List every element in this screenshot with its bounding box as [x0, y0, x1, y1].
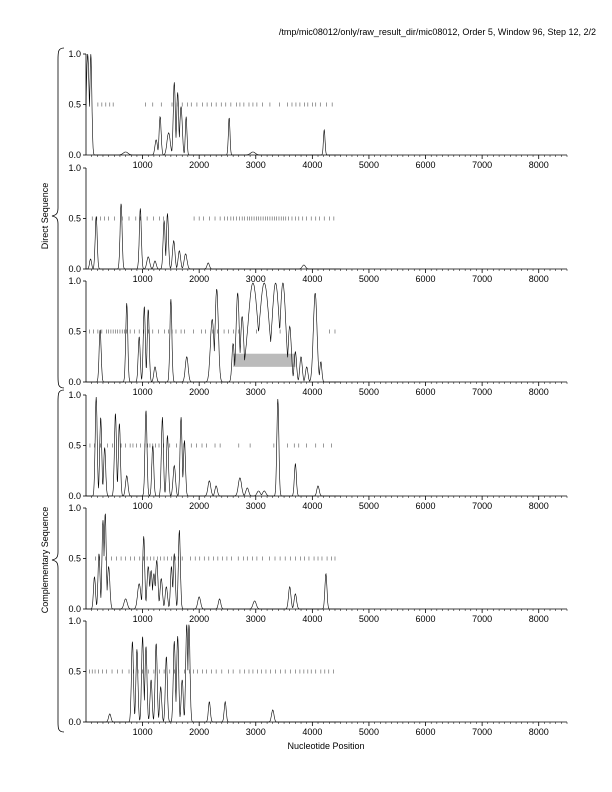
panel-direct-frame-2-y-tick-label: 1.0 — [68, 163, 81, 173]
panel-direct-frame-2-x-tick-label: 8000 — [529, 274, 549, 284]
group-label-direct-container: Direct Sequence — [40, 47, 65, 389]
panel-direct-frame-3-x-tick-label: 7000 — [472, 387, 492, 397]
brace-complementary — [51, 389, 65, 733]
panel-complementary-frame-3-x-tick-label: 2000 — [189, 727, 209, 737]
panel-direct-frame-3-x-tick-label: 8000 — [529, 387, 549, 397]
panel-direct-frame-2-x-tick-label: 2000 — [189, 274, 209, 284]
panel-complementary-frame-3: 0.0 0.5 1.0 1000 2000 3000 4000 5000 6000 7000 800… — [68, 616, 568, 737]
panel-direct-frame-3-x-tick-label: 4000 — [302, 387, 322, 397]
panel-direct-frame-3-y-tick-label: 1.0 — [68, 276, 81, 286]
panel-direct-frame-2-x-tick-label: 3000 — [246, 274, 266, 284]
panel-complementary-frame-1-y-tick-label: 0.0 — [68, 491, 81, 501]
panels: 0.0 0.5 1.0 1000 2000 3000 4000 5000 6000 7000 800… — [68, 49, 568, 737]
panel-direct-frame-1-x-tick-label: 4000 — [302, 160, 322, 170]
panel-complementary-frame-3-x-tick-label: 8000 — [529, 727, 549, 737]
panel-complementary-frame-1-x-tick-label: 3000 — [246, 501, 266, 511]
panel-direct-frame-2-x-tick-label: 6000 — [416, 274, 436, 284]
panel-direct-frame-1-x-tick-label: 7000 — [472, 160, 492, 170]
panel-direct-frame-1-x-tick-label: 8000 — [529, 160, 549, 170]
panel-complementary-frame-1-y-tick-label: 0.5 — [68, 441, 81, 451]
panel-complementary-frame-2-x-tick-label: 8000 — [529, 614, 549, 624]
panel-complementary-frame-1-x-tick-label: 6000 — [416, 501, 436, 511]
panel-direct-frame-3-x-tick-label: 1000 — [133, 387, 153, 397]
panel-direct-frame-1-x-tick-label: 2000 — [189, 160, 209, 170]
panel-complementary-frame-3-x-tick-label: 7000 — [472, 727, 492, 737]
panel-complementary-frame-3-y-tick-label: 0.0 — [68, 717, 81, 727]
panel-direct-frame-2: 0.0 0.5 1.0 1000 2000 3000 4000 5000 6000 7000 800… — [68, 163, 568, 284]
panel-complementary-frame-2-y-tick-label: 0.5 — [68, 554, 81, 564]
panel-direct-frame-1-x-tick-label: 3000 — [246, 160, 266, 170]
panel-complementary-frame-1-x-tick-label: 8000 — [529, 501, 549, 511]
group-label-direct: Direct Sequence — [40, 183, 50, 250]
panel-complementary-frame-2-probability-line — [86, 513, 341, 610]
x-axis-label: Nucleotide Position — [287, 741, 364, 751]
panel-complementary-frame-2-x-tick-label: 6000 — [416, 614, 436, 624]
panel-direct-frame-3-x-tick-label: 2000 — [189, 387, 209, 397]
panel-direct-frame-3-y-tick-label: 0.0 — [68, 377, 81, 387]
panel-direct-frame-3-x-tick-label: 5000 — [359, 387, 379, 397]
panel-direct-frame-1-y-tick-label: 0.5 — [68, 100, 81, 110]
panel-direct-frame-1-x-tick-label: 6000 — [416, 160, 436, 170]
panel-complementary-frame-1-probability-line — [86, 396, 341, 497]
panel-complementary-frame-1-x-tick-label: 1000 — [133, 501, 153, 511]
panel-direct-frame-3-probability-line — [86, 282, 341, 383]
panel-direct-frame-1-y-tick-label: 0.0 — [68, 150, 81, 160]
panel-complementary-frame-3-y-tick-label: 1.0 — [68, 616, 81, 626]
panel-complementary-frame-1-y-tick-label: 1.0 — [68, 390, 81, 400]
panel-complementary-frame-3-x-tick-label: 6000 — [416, 727, 436, 737]
brace-direct — [51, 47, 65, 389]
panel-complementary-frame-2-x-tick-label: 1000 — [133, 614, 153, 624]
figure-header: /tmp/mic08012/only/raw_result_dir/mic080… — [279, 27, 596, 37]
panel-direct-frame-2-y-tick-label: 0.5 — [68, 214, 81, 224]
panel-direct-frame-1-x-tick-label: 1000 — [133, 160, 153, 170]
panel-complementary-frame-2-x-tick-label: 3000 — [246, 614, 266, 624]
panel-complementary-frame-2-y-tick-label: 1.0 — [68, 503, 81, 513]
panel-direct-frame-3-x-tick-label: 3000 — [246, 387, 266, 397]
panel-direct-frame-2-probability-line — [86, 203, 341, 270]
panel-complementary-frame-3-x-tick-label: 1000 — [133, 727, 153, 737]
panel-complementary-frame-2-x-tick-label: 4000 — [302, 614, 322, 624]
panel-complementary-frame-1: 0.0 0.5 1.0 1000 2000 3000 4000 5000 6000 7000 800… — [68, 390, 568, 511]
panel-direct-frame-1-probability-line — [85, 53, 341, 156]
panel-direct-frame-3-highlight-region — [233, 353, 296, 367]
panel-direct-frame-2-y-tick-label: 0.0 — [68, 264, 81, 274]
panel-direct-frame-2-x-tick-label: 7000 — [472, 274, 492, 284]
panel-direct-frame-3-y-tick-label: 0.5 — [68, 327, 81, 337]
panel-direct-frame-1: 0.0 0.5 1.0 1000 2000 3000 4000 5000 6000 7000 800… — [68, 49, 568, 170]
panel-complementary-frame-2-x-tick-label: 5000 — [359, 614, 379, 624]
group-label-complementary-container: Complementary Sequence — [40, 389, 65, 733]
panel-complementary-frame-2-x-tick-label: 7000 — [472, 614, 492, 624]
panel-complementary-frame-3-x-tick-label: 4000 — [302, 727, 322, 737]
panel-direct-frame-3-x-tick-label: 6000 — [416, 387, 436, 397]
panel-complementary-frame-2-y-tick-label: 0.0 — [68, 604, 81, 614]
panel-direct-frame-1-x-tick-label: 5000 — [359, 160, 379, 170]
panel-direct-frame-2-x-tick-label: 4000 — [302, 274, 322, 284]
group-label-complementary: Complementary Sequence — [40, 507, 50, 614]
panel-complementary-frame-1-x-tick-label: 7000 — [472, 501, 492, 511]
panel-complementary-frame-2: 0.0 0.5 1.0 1000 2000 3000 4000 5000 6000 7000 800… — [68, 503, 568, 624]
panel-complementary-frame-2-x-tick-label: 2000 — [189, 614, 209, 624]
panel-complementary-frame-3-y-tick-label: 0.5 — [68, 667, 81, 677]
panel-complementary-frame-3-x-tick-label: 3000 — [246, 727, 266, 737]
panel-direct-frame-3: 0.0 0.5 1.0 1000 2000 3000 4000 5000 6000 7000 800… — [68, 276, 568, 397]
panel-complementary-frame-3-probability-line — [86, 624, 341, 723]
panel-direct-frame-2-x-tick-label: 1000 — [133, 274, 153, 284]
panel-complementary-frame-3-x-tick-label: 5000 — [359, 727, 379, 737]
panel-direct-frame-2-x-tick-label: 5000 — [359, 274, 379, 284]
panel-complementary-frame-1-x-tick-label: 4000 — [302, 501, 322, 511]
panel-complementary-frame-1-x-tick-label: 2000 — [189, 501, 209, 511]
panel-complementary-frame-1-x-tick-label: 5000 — [359, 501, 379, 511]
panel-direct-frame-1-y-tick-label: 1.0 — [68, 49, 81, 59]
